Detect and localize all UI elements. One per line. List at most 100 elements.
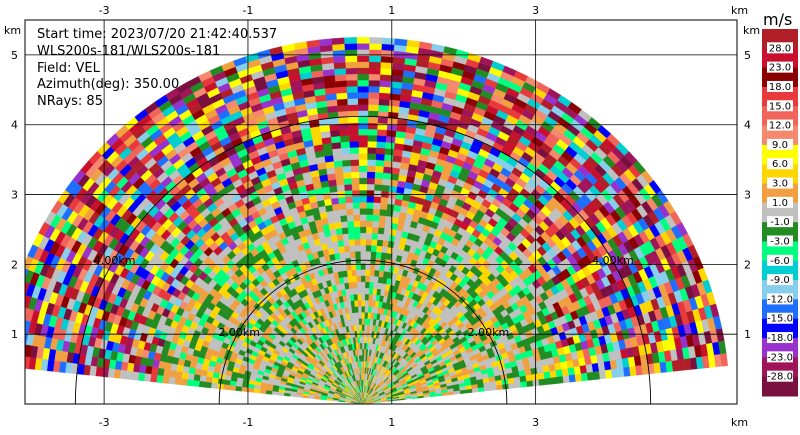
- velocity-cell: [358, 171, 368, 178]
- velocity-cell: [347, 98, 359, 106]
- velocity-cell: [385, 252, 392, 261]
- velocity-cell: [175, 371, 183, 379]
- velocity-cell: [514, 381, 522, 389]
- velocity-cell: [354, 232, 361, 240]
- velocity-cell: [342, 171, 352, 179]
- velocity-cell: [356, 275, 362, 283]
- velocity-cell: [366, 165, 376, 173]
- velocity-cell: [336, 233, 344, 242]
- velocity-cell: [550, 376, 558, 385]
- velocity-cell: [379, 68, 393, 76]
- velocity-cell: [336, 92, 348, 100]
- velocity-cell: [358, 159, 368, 166]
- velocity-cell: [368, 281, 374, 289]
- velocity-cell: [384, 148, 395, 156]
- velocity-cell: [259, 389, 267, 394]
- velocity-cell: [376, 141, 386, 149]
- velocity-cell: [357, 104, 369, 111]
- velocity-cell: [387, 117, 398, 125]
- velocity-cell: [366, 214, 373, 222]
- velocity-cell: [346, 86, 358, 93]
- velocity-cell: [368, 98, 379, 106]
- velocity-cell: [388, 105, 400, 113]
- velocity-cell: [341, 227, 349, 235]
- velocity-cell: [354, 251, 361, 258]
- velocity-cell: [358, 312, 362, 319]
- velocity-cell: [210, 382, 218, 389]
- velocity-cell: [364, 318, 368, 325]
- velocity-cell: [373, 269, 380, 277]
- velocity-cell: [364, 324, 368, 331]
- velocity-cell: [346, 214, 354, 222]
- velocity-cell: [367, 116, 379, 124]
- velocity-cell: [367, 306, 372, 313]
- velocity-cell: [345, 263, 352, 271]
- velocity-cell: [377, 116, 388, 124]
- velocity-cell: [373, 184, 383, 191]
- velocity-cell: [375, 153, 385, 161]
- velocity-cell: [366, 183, 375, 191]
- velocity-cell: [367, 128, 378, 136]
- velocity-cell: [391, 161, 401, 169]
- velocity-cell: [353, 214, 361, 222]
- velocity-cell: [549, 370, 557, 378]
- velocity-cell: [241, 386, 249, 393]
- velocity-cell: [586, 371, 595, 381]
- velocity-cell: [368, 43, 382, 51]
- velocity-cell: [354, 238, 361, 246]
- velocity-cell: [382, 239, 389, 248]
- velocity-cell: [373, 196, 382, 204]
- velocity-cell: [360, 244, 366, 252]
- velocity-cell: [359, 232, 367, 240]
- velocity-cell: [359, 196, 367, 203]
- velocity-cell: [376, 245, 383, 253]
- velocity-cell: [357, 299, 362, 307]
- velocity-cell: [520, 380, 528, 388]
- velocity-cell: [372, 208, 381, 216]
- velocity-cell: [384, 141, 395, 150]
- velocity-cell: [328, 117, 339, 125]
- velocity-cell: [340, 215, 348, 223]
- velocity-cell: [357, 79, 369, 87]
- velocity-cell: [333, 61, 346, 70]
- velocity-cell: [211, 377, 219, 384]
- velocity-cell: [365, 226, 373, 234]
- velocity-cell: [366, 324, 371, 332]
- velocity-cell: [343, 177, 352, 185]
- velocity-cell: [386, 129, 397, 138]
- velocity-cell: [348, 239, 355, 246]
- velocity-cell: [357, 73, 369, 81]
- velocity-cell: [387, 197, 396, 205]
- velocity-cell: [347, 226, 355, 234]
- velocity-cell: [374, 165, 384, 173]
- velocity-cell: [342, 233, 349, 241]
- velocity-cell: [334, 166, 344, 174]
- velocity-cell: [361, 299, 365, 307]
- velocity-cell: [379, 202, 388, 210]
- velocity-cell: [592, 370, 601, 380]
- velocity-cell: [382, 233, 390, 242]
- velocity-cell: [598, 369, 607, 380]
- velocity-cell: [137, 372, 146, 382]
- velocity-cell: [364, 312, 368, 319]
- velocity-cell: [357, 293, 362, 301]
- velocity-cell: [358, 141, 368, 148]
- velocity-cell: [367, 122, 378, 130]
- velocity-cell: [372, 220, 379, 228]
- velocity-cell: [186, 379, 194, 387]
- velocity-cell: [358, 165, 368, 172]
- velocity-cell: [378, 215, 386, 223]
- velocity-cell: [337, 196, 346, 204]
- velocity-cell: [349, 141, 359, 148]
- velocity-cell: [347, 220, 355, 228]
- velocity-cell: [10, 355, 18, 368]
- velocity-cell: [373, 275, 379, 283]
- velocity-cell: [181, 372, 189, 380]
- velocity-cell: [361, 336, 365, 344]
- velocity-cell: [562, 375, 570, 384]
- velocity-cell: [358, 128, 368, 136]
- velocity-cell: [382, 172, 392, 180]
- velocity-cell: [334, 172, 344, 180]
- velocity-cell: [367, 134, 378, 142]
- velocity-cell: [350, 171, 360, 179]
